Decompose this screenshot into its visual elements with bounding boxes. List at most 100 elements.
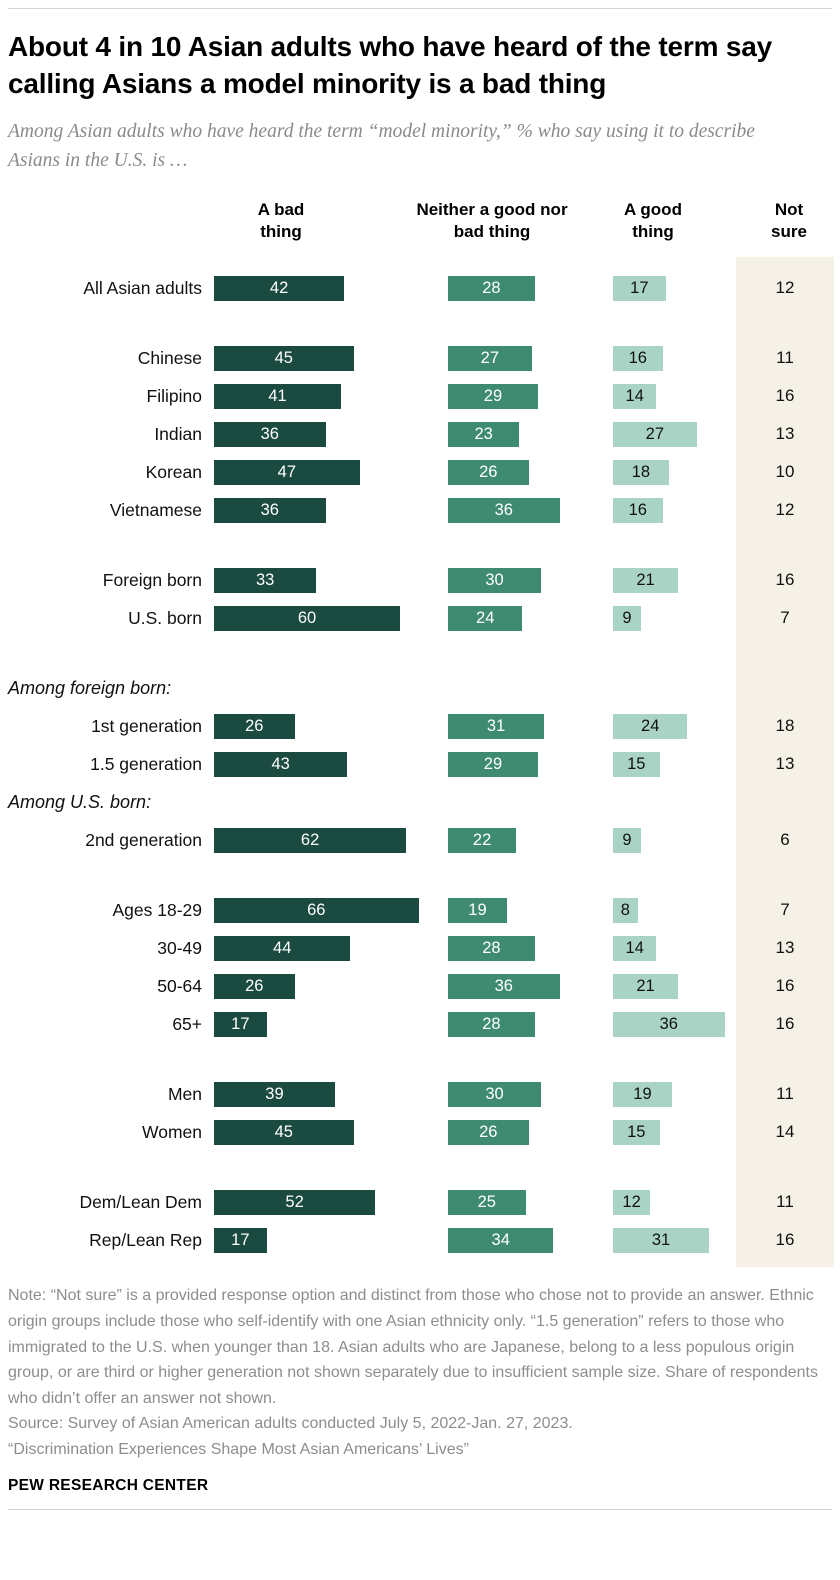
bar-neither-thing: 28 xyxy=(448,1011,535,1037)
chart-row: Foreign born 33 30 21 16 xyxy=(6,561,834,599)
bar-cell-good: 17 xyxy=(613,275,736,301)
chart-row: Rep/Lean Rep 17 34 31 16 xyxy=(6,1221,834,1259)
bar-cell-bad: 45 xyxy=(214,1119,448,1145)
bar-bad-thing: 39 xyxy=(214,1081,335,1107)
not-sure-value: 18 xyxy=(775,716,795,736)
bar-cell-bad: 66 xyxy=(214,897,448,923)
bar-cell-good: 9 xyxy=(613,827,736,853)
bar-bad-thing: 47 xyxy=(214,459,360,485)
bar-neither-thing: 24 xyxy=(448,605,523,631)
not-sure-value: 11 xyxy=(776,1192,794,1212)
bar-bad-thing: 26 xyxy=(214,713,295,739)
bar-good-thing: 9 xyxy=(613,827,641,853)
bar-cell-good: 14 xyxy=(613,935,736,961)
bar-good-thing: 15 xyxy=(613,751,660,777)
row-category-label: Rep/Lean Rep xyxy=(89,1229,202,1250)
bar-bad-thing: 45 xyxy=(214,345,354,371)
chart-row: Men 39 30 19 11 xyxy=(6,1075,834,1113)
bar-good-thing: 21 xyxy=(613,973,679,999)
bar-good-thing: 19 xyxy=(613,1081,672,1107)
not-sure-value: 13 xyxy=(775,754,795,774)
chart-body: All Asian adults 42 28 17 12 Chinese 45 27 16 11 F… xyxy=(6,257,834,1268)
not-sure-value: 14 xyxy=(775,1122,795,1142)
bar-cell-neither: 36 xyxy=(448,497,613,523)
row-category-label: Ages 18-29 xyxy=(112,899,202,920)
bar-good-thing: 15 xyxy=(613,1119,660,1145)
row-category-label: 65+ xyxy=(172,1013,202,1034)
row-category-label: All Asian adults xyxy=(83,277,202,298)
bar-cell-good: 31 xyxy=(613,1227,736,1253)
row-spacer xyxy=(6,1043,834,1075)
row-category-label: Foreign born xyxy=(102,569,202,590)
chart-row: Women 45 26 15 14 xyxy=(6,1113,834,1151)
not-sure-value: 6 xyxy=(780,830,790,850)
bar-neither-thing: 26 xyxy=(448,459,529,485)
chart-row: 2nd generation 62 22 9 6 xyxy=(6,821,834,859)
bar-good-thing: 16 xyxy=(613,345,663,371)
bar-cell-good: 16 xyxy=(613,345,736,371)
bar-cell-good: 15 xyxy=(613,751,736,777)
bar-neither-thing: 28 xyxy=(448,935,535,961)
row-category-label: 2nd generation xyxy=(85,829,202,850)
bar-neither-thing: 34 xyxy=(448,1227,554,1253)
column-header-good-thing: A good thing xyxy=(624,200,682,241)
chart-rows: All Asian adults 42 28 17 12 Chinese 45 27 16 11 F… xyxy=(6,269,834,1259)
bar-bad-thing: 33 xyxy=(214,567,317,593)
bar-cell-bad: 42 xyxy=(214,275,448,301)
bar-neither-thing: 30 xyxy=(448,1081,541,1107)
bar-neither-thing: 29 xyxy=(448,383,538,409)
source-text: Source: Survey of Asian American adults … xyxy=(8,1415,573,1433)
bar-cell-good: 16 xyxy=(613,497,736,523)
not-sure-value: 13 xyxy=(775,424,795,444)
bar-cell-good: 21 xyxy=(613,973,736,999)
bar-cell-neither: 27 xyxy=(448,345,613,371)
bar-cell-neither: 25 xyxy=(448,1189,613,1215)
row-spacer xyxy=(6,637,834,669)
bar-bad-thing: 60 xyxy=(214,605,400,631)
bar-good-thing: 27 xyxy=(613,421,697,447)
bar-neither-thing: 19 xyxy=(448,897,507,923)
not-sure-value: 16 xyxy=(775,976,795,996)
bar-cell-good: 8 xyxy=(613,897,736,923)
chart-row: Korean 47 26 18 10 xyxy=(6,453,834,491)
bar-good-thing: 16 xyxy=(613,497,663,523)
bar-cell-bad: 44 xyxy=(214,935,448,961)
bar-cell-good: 36 xyxy=(613,1011,736,1037)
bar-cell-good: 12 xyxy=(613,1189,736,1215)
bar-bad-thing: 17 xyxy=(214,1011,267,1037)
bar-cell-neither: 28 xyxy=(448,1011,613,1037)
bottom-divider xyxy=(8,1508,832,1510)
bar-cell-bad: 62 xyxy=(214,827,448,853)
bar-good-thing: 8 xyxy=(613,897,638,923)
bar-bad-thing: 43 xyxy=(214,751,348,777)
row-category-label: Dem/Lean Dem xyxy=(79,1191,202,1212)
bar-cell-neither: 24 xyxy=(448,605,613,631)
chart-row: Dem/Lean Dem 52 25 12 11 xyxy=(6,1183,834,1221)
section-label: Among foreign born: xyxy=(8,677,172,698)
bar-neither-thing: 27 xyxy=(448,345,532,371)
chart-row: Indian 36 23 27 13 xyxy=(6,415,834,453)
chart-row: Filipino 41 29 14 16 xyxy=(6,377,834,415)
not-sure-value: 12 xyxy=(775,278,795,298)
bar-cell-good: 15 xyxy=(613,1119,736,1145)
bar-cell-neither: 28 xyxy=(448,275,613,301)
bar-cell-neither: 36 xyxy=(448,973,613,999)
bar-cell-bad: 45 xyxy=(214,345,448,371)
chart-subtitle: Among Asian adults who have heard the te… xyxy=(8,120,755,172)
row-category-label: 1.5 generation xyxy=(90,753,202,774)
bar-bad-thing: 42 xyxy=(214,275,345,301)
chart-row: Vietnamese 36 36 16 12 xyxy=(6,491,834,529)
row-category-label: 50-64 xyxy=(157,975,202,996)
bar-cell-good: 14 xyxy=(613,383,736,409)
chart-row: 1.5 generation 43 29 15 13 xyxy=(6,745,834,783)
chart-row: 1st generation 26 31 24 18 xyxy=(6,707,834,745)
chart-row: All Asian adults 42 28 17 12 xyxy=(6,269,834,307)
row-category-label: Indian xyxy=(154,423,202,444)
not-sure-value: 16 xyxy=(775,386,795,406)
bar-neither-thing: 36 xyxy=(448,973,560,999)
bar-cell-bad: 26 xyxy=(214,713,448,739)
bar-cell-neither: 23 xyxy=(448,421,613,447)
bar-cell-neither: 28 xyxy=(448,935,613,961)
bar-bad-thing: 26 xyxy=(214,973,295,999)
bar-cell-neither: 19 xyxy=(448,897,613,923)
